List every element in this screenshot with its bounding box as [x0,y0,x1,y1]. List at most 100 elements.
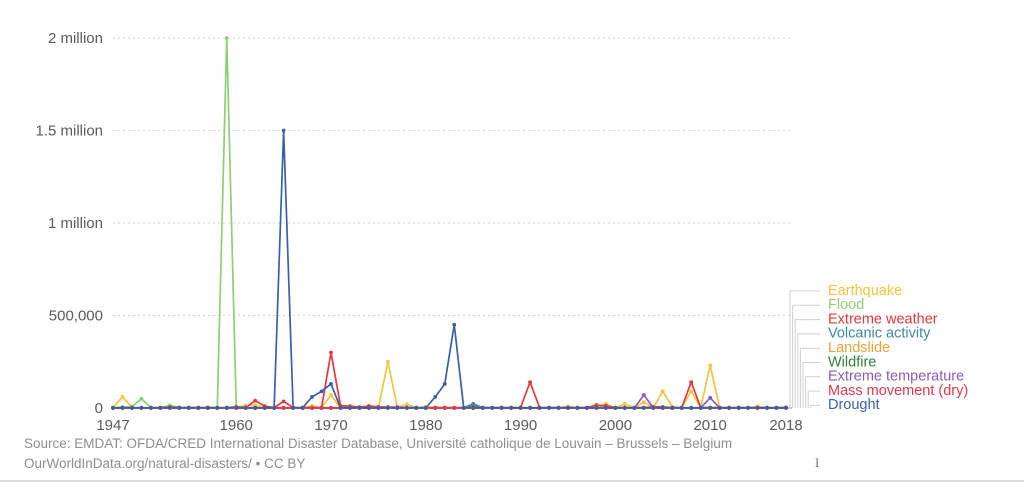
series-point [376,405,381,410]
series-point [528,380,532,384]
legend-item-wildfire[interactable]: Wildfire [828,354,876,370]
legend-item-volcanic-activity[interactable]: Volcanic activity [828,326,931,342]
bottom-divider [0,480,1024,482]
series-point [385,359,390,364]
series-point [177,405,182,410]
series-point [186,405,191,410]
series-point [518,405,523,410]
legend-connector [792,304,820,408]
series-point [547,405,551,410]
y-axis-tick-label: 0 [95,400,103,417]
series-point [329,406,333,410]
series-point [253,398,258,403]
series-point [329,393,333,397]
source-line-2: OurWorldInData.org/natural-disasters/ • … [24,455,306,471]
legend-connector [794,319,820,408]
legend-item-flood[interactable]: Flood [828,297,864,313]
series-point [537,405,542,410]
y-axis-tick-labels: 0 500,000 1 million 1.5 million 2 million [35,30,103,417]
series-point [452,322,457,327]
series-point [338,405,343,410]
series-point [234,405,239,410]
x-axis-tick-labels: 1947 1960 1970 1980 1990 2000 2010 2018 [96,417,802,434]
y-axis-tick-label: 1 million [48,215,103,232]
series-point [660,389,665,394]
x-axis-tick-label: 1947 [96,417,129,434]
series-point [433,395,438,399]
legend-item-mass-movement-dry[interactable]: Mass movement (dry) [828,383,968,399]
x-axis-tick-label: 2010 [693,417,726,434]
gridlines-group [113,37,792,409]
series-point [167,405,172,410]
series-point [689,380,694,384]
chart-footer-source: Source: EMDAT: OFDA/CRED International D… [24,434,844,473]
series-point [281,399,286,404]
series-point [727,405,732,410]
series-point [717,405,722,410]
series-point [774,405,779,410]
series-point [243,405,248,410]
y-axis-tick-label: 2 million [48,30,103,47]
series-point [746,405,750,410]
series-point [291,405,295,410]
series-point [385,405,390,410]
series-line-extreme-weather [112,351,787,409]
series-point [528,405,532,410]
series-point [689,405,694,410]
legend-item-landslide[interactable]: Landslide [828,340,890,356]
series-point [556,405,561,410]
legend-item-extreme-temperature[interactable]: Extreme temperature [828,369,964,385]
series-point [452,406,457,410]
series-point [689,389,694,394]
series-point [319,406,324,410]
series-point [395,405,400,410]
source-line-1: Source: EMDAT: OFDA/CRED International D… [24,436,733,451]
series-point [708,395,713,400]
series-point [120,395,125,399]
legend-connector [789,290,820,408]
series-point [575,405,580,410]
series-point [196,405,201,410]
series-point [708,363,713,368]
series-point [698,405,703,410]
x-axis-tick-label: 1990 [504,417,537,434]
series-point [404,402,409,407]
series-point [566,405,570,410]
series-point [708,405,713,410]
series-point [736,405,741,410]
series-point [594,405,599,410]
series-point [670,405,675,410]
series-point [310,395,314,399]
series-point [499,405,504,410]
series-point [784,405,788,410]
series-point [679,405,684,410]
series-point [490,405,495,410]
series-point [300,405,305,410]
x-axis-tick-label: 2000 [599,417,632,434]
legend-item-extreme-weather[interactable]: Extreme weather [828,311,938,327]
series-point [329,350,333,355]
series-point [622,402,627,406]
series-point [641,400,646,404]
legend-item-drought[interactable]: Drought [828,397,880,413]
series-point [471,405,476,410]
series-point [651,405,656,410]
series-point [130,405,134,410]
legend-connector [802,362,820,408]
legend-connector [799,347,820,408]
series-line-drought [112,129,787,409]
series-point [433,406,438,410]
series-point [442,406,447,410]
series-point [622,405,627,410]
series-point [348,405,352,410]
legend-item-earthquake[interactable]: Earthquake [828,283,902,299]
series-point [641,405,646,410]
series-point [120,405,125,410]
series-point [281,406,286,410]
series-point [111,405,115,410]
series-point [755,405,760,410]
series-point [262,405,267,410]
series-point [613,405,618,410]
